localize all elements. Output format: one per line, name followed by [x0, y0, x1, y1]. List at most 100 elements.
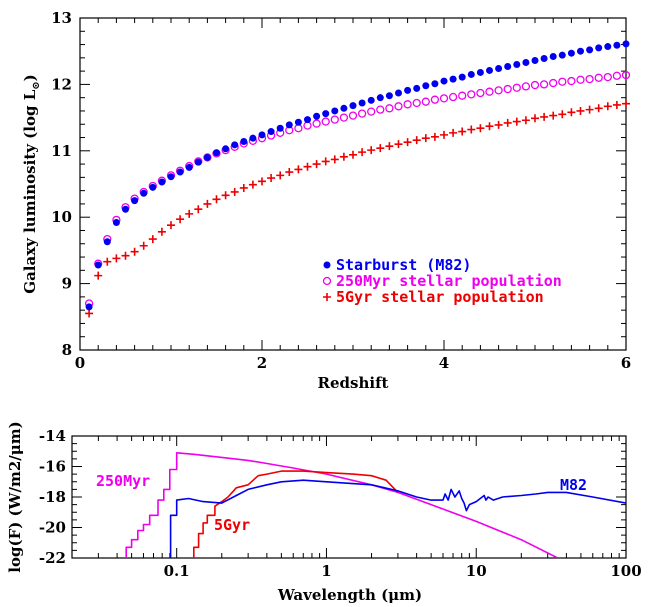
point-250myr [485, 87, 494, 96]
point-5gyr [612, 100, 621, 109]
point-5gyr [94, 271, 103, 280]
point-5gyr [512, 117, 521, 126]
point-starburst [240, 138, 248, 146]
point-starburst [213, 149, 220, 157]
point-5gyr [531, 114, 539, 123]
sed-line-5gyr [193, 470, 399, 558]
point-250myr [348, 111, 358, 120]
point-starburst [340, 104, 348, 112]
bottom-x-tick-label: 0.1 [164, 562, 190, 580]
point-250myr [558, 77, 567, 86]
point-250myr [448, 92, 458, 102]
point-5gyr [230, 187, 239, 196]
point-250myr [312, 119, 321, 128]
point-starburst [112, 219, 120, 227]
point-starburst [294, 118, 302, 126]
top-series-layer [84, 40, 631, 318]
bottom-axis-ticks [71, 435, 627, 559]
point-250myr [594, 73, 603, 82]
point-250myr [430, 95, 440, 104]
point-5gyr [148, 235, 157, 244]
point-starburst [449, 75, 457, 83]
point-5gyr [421, 134, 430, 143]
legend-entry-5gyr: 5Gyr stellar population [336, 288, 544, 306]
point-250myr [330, 115, 339, 124]
annotation-5gyr: 5Gyr [214, 516, 250, 534]
point-250myr [412, 98, 421, 108]
legend-marker [322, 276, 332, 286]
point-starburst [176, 168, 184, 176]
point-250myr [512, 83, 521, 92]
point-5gyr [176, 215, 185, 224]
point-starburst [495, 64, 503, 72]
point-starburst [140, 189, 148, 197]
point-starburst [467, 70, 475, 78]
point-starburst [249, 134, 257, 142]
point-starburst [395, 89, 402, 97]
top-x-tick-label: 4 [439, 354, 449, 372]
point-starburst [267, 128, 275, 136]
point-5gyr [139, 241, 148, 250]
series-filled-circle [85, 40, 630, 311]
point-starburst [331, 107, 339, 115]
top-y-tick-label: 10 [51, 208, 72, 226]
point-5gyr [376, 144, 385, 153]
point-starburst [540, 55, 548, 63]
point-starburst [167, 173, 175, 181]
legend-marker [323, 293, 331, 301]
point-250myr [385, 104, 394, 113]
series-plus [85, 99, 630, 318]
bottom-x-tick-label: 10 [466, 562, 487, 580]
point-250myr [403, 100, 412, 109]
point-250myr [612, 71, 622, 80]
bottom-plot-frame [71, 435, 627, 559]
point-starburst [604, 43, 612, 51]
point-5gyr [367, 146, 376, 155]
bottom-y-axis-title: log(F) (W/m2/μm) [6, 421, 24, 572]
point-250myr [621, 70, 631, 80]
top-x-tick-label: 0 [75, 354, 85, 372]
point-5gyr [321, 157, 330, 166]
point-5gyr [449, 128, 458, 137]
point-starburst [85, 303, 93, 311]
point-5gyr [103, 257, 112, 266]
point-starburst [513, 60, 521, 68]
point-5gyr [394, 140, 403, 149]
point-starburst [486, 66, 493, 74]
annotation-m82: M82 [560, 476, 587, 494]
point-starburst [203, 153, 211, 161]
point-5gyr [567, 108, 576, 117]
point-starburst [222, 145, 230, 153]
point-5gyr [594, 104, 603, 113]
point-5gyr [521, 116, 530, 125]
top-legend: Starburst (M82) 250Myr stellar populatio… [322, 256, 562, 306]
point-5gyr [167, 221, 175, 230]
point-starburst [613, 41, 621, 49]
point-250myr [567, 76, 576, 86]
point-5gyr [576, 106, 585, 115]
point-250myr [576, 75, 585, 84]
point-starburst [440, 77, 448, 85]
point-5gyr [430, 132, 439, 141]
point-250myr [503, 84, 512, 94]
point-starburst [122, 205, 129, 213]
legend-entry-starburst: Starburst (M82) [336, 256, 471, 274]
point-starburst [376, 94, 384, 102]
point-5gyr [349, 150, 357, 159]
point-starburst [413, 84, 421, 92]
point-5gyr [385, 142, 394, 151]
point-250myr [458, 91, 467, 100]
point-starburst [185, 163, 193, 171]
point-5gyr [203, 199, 212, 208]
top-axis-ticks [79, 17, 627, 351]
point-5gyr [248, 180, 257, 189]
point-250myr [394, 102, 403, 111]
point-5gyr [540, 112, 549, 121]
legend-marker [323, 261, 331, 269]
point-starburst [567, 49, 575, 57]
point-5gyr [276, 171, 285, 180]
point-starburst [322, 110, 330, 118]
bottom-y-tick-label: -20 [39, 519, 66, 537]
point-5gyr [485, 122, 494, 131]
